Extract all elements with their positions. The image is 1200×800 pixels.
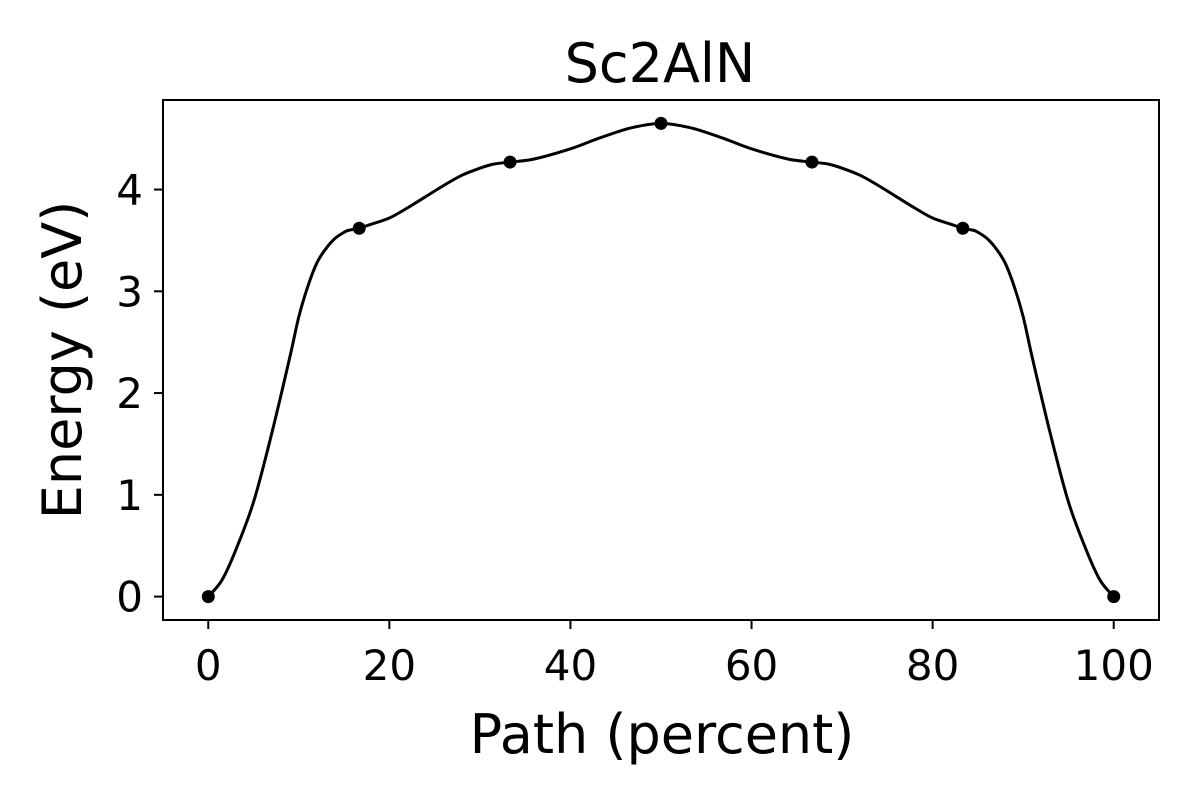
x-tick-label: 100 (1074, 641, 1154, 690)
data-point (352, 221, 366, 235)
data-point (503, 155, 517, 169)
x-tick-label: 60 (725, 641, 778, 690)
plot-frame (162, 99, 1160, 621)
x-axis-label: Path (percent) (470, 703, 855, 766)
x-tick-label: 0 (195, 641, 222, 690)
x-tick-label: 20 (363, 641, 416, 690)
y-tick-label: 0 (116, 573, 143, 622)
series-line (207, 121, 1115, 598)
x-tick-label: 80 (906, 641, 959, 690)
plot-area: 0 20 40 60 80 100 0 1 2 3 4 (116, 99, 1160, 690)
data-point (201, 590, 215, 604)
y-tick-label: 3 (116, 267, 143, 316)
data-point (805, 155, 819, 169)
y-tick-label: 1 (116, 471, 143, 520)
x-tick-label: 40 (544, 641, 597, 690)
y-tick-label: 4 (116, 166, 143, 215)
data-point (654, 116, 668, 130)
data-point (956, 221, 970, 235)
chart-title: Sc2AlN (565, 32, 756, 95)
y-tick-label: 2 (116, 369, 143, 418)
data-point (1107, 590, 1121, 604)
y-axis-label: Energy (eV) (31, 201, 94, 520)
